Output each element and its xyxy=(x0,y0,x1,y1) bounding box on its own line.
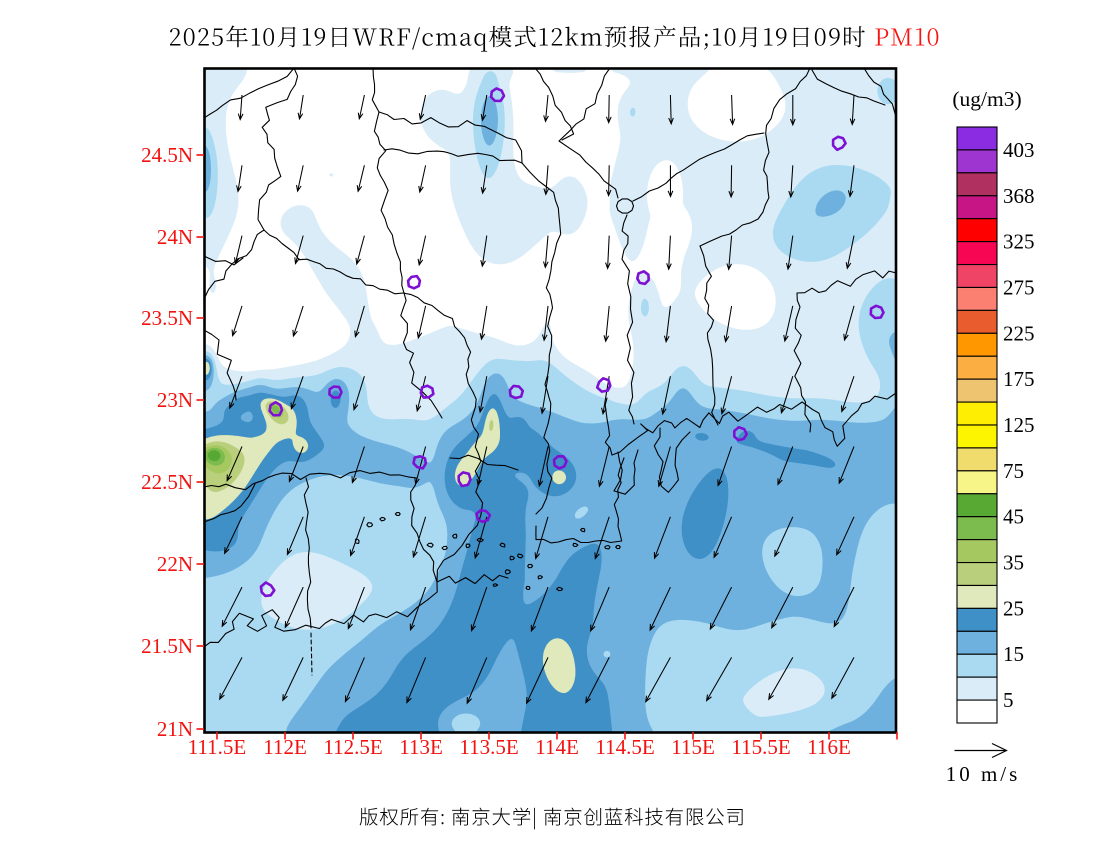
svg-text:21.5N: 21.5N xyxy=(141,634,193,658)
svg-text:115.5E: 115.5E xyxy=(731,735,790,759)
svg-text:25: 25 xyxy=(1003,596,1024,620)
svg-text:113E: 113E xyxy=(399,735,443,759)
svg-text:125: 125 xyxy=(1003,413,1035,437)
svg-text:22.5N: 22.5N xyxy=(141,470,193,494)
svg-text:24N: 24N xyxy=(157,225,193,249)
svg-text:21N: 21N xyxy=(157,717,193,741)
svg-text:175: 175 xyxy=(1003,367,1035,391)
svg-text:45: 45 xyxy=(1003,505,1024,529)
svg-text:113.5E: 113.5E xyxy=(459,735,518,759)
svg-text:24.5N: 24.5N xyxy=(141,143,193,167)
svg-text:23N: 23N xyxy=(157,388,193,412)
svg-text:23.5N: 23.5N xyxy=(141,306,193,330)
svg-text:75: 75 xyxy=(1003,459,1024,483)
svg-text:22N: 22N xyxy=(157,552,193,576)
svg-text:112.5E: 112.5E xyxy=(323,735,382,759)
svg-text:111.5E: 111.5E xyxy=(188,735,247,759)
svg-text:5: 5 xyxy=(1003,688,1014,712)
svg-text:15: 15 xyxy=(1003,642,1024,666)
svg-text:368: 368 xyxy=(1003,184,1035,208)
svg-text:114E: 114E xyxy=(535,735,579,759)
svg-text:114.5E: 114.5E xyxy=(595,735,654,759)
svg-text:112E: 112E xyxy=(263,735,307,759)
svg-text:325: 325 xyxy=(1003,230,1035,254)
svg-text:115E: 115E xyxy=(671,735,715,759)
svg-text:(ug/m3): (ug/m3) xyxy=(952,87,1021,111)
svg-text:275: 275 xyxy=(1003,276,1035,300)
svg-text:225: 225 xyxy=(1003,321,1035,345)
svg-text:35: 35 xyxy=(1003,551,1024,575)
svg-text:116E: 116E xyxy=(807,735,851,759)
svg-text:403: 403 xyxy=(1003,138,1035,162)
svg-text:10 m/s: 10 m/s xyxy=(946,762,1021,786)
